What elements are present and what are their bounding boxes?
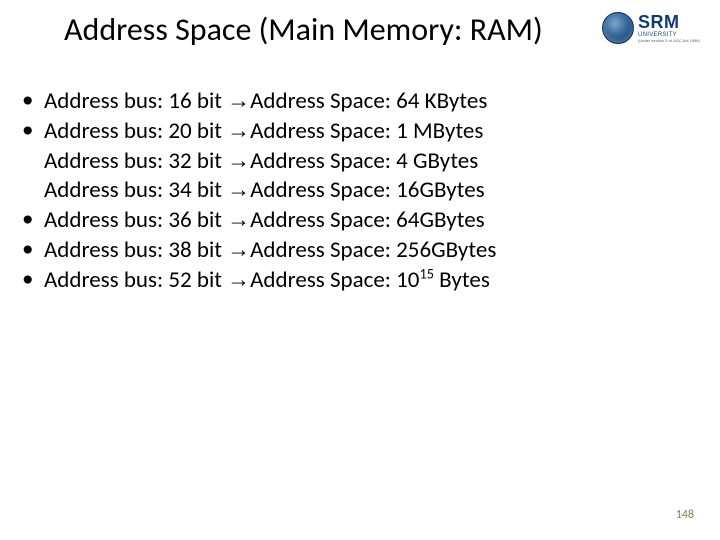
item-prefix: Address bus: 16 bit: [44, 87, 227, 115]
item-suffix: Address Space: 64GBytes: [250, 206, 485, 234]
item-prefix: Address bus: 20 bit: [44, 117, 227, 145]
arrow-icon: →: [227, 236, 250, 262]
item-prefix: Address bus: 32 bit: [44, 147, 227, 175]
university-logo: SRM UNIVERSITY (Under section 3 of UGC A…: [602, 6, 702, 50]
list-item-text: Address bus: 20 bit →Address Space: 1 MB…: [44, 117, 483, 145]
list-item-text: Address bus: 52 bit →Address Space: 1015…: [44, 266, 490, 294]
slide-body: Address bus: 16 bit →Address Space: 64 K…: [20, 86, 690, 294]
list-item-text: Address bus: 16 bit →Address Space: 64 K…: [44, 87, 487, 115]
arrow-icon: →: [227, 206, 250, 232]
logo-text-group: SRM UNIVERSITY (Under section 3 of UGC A…: [638, 13, 700, 43]
item-prefix: Address bus: 36 bit: [44, 206, 227, 234]
item-suffix: Address Space: 256GBytes: [250, 236, 496, 264]
slide: Address Space (Main Memory: RAM) SRM UNI…: [0, 0, 720, 540]
arrow-icon: →: [227, 87, 250, 113]
item-prefix: Address bus: 34 bit: [44, 176, 227, 204]
item-prefix: Address bus: 38 bit: [44, 236, 227, 264]
arrow-icon: →: [227, 117, 250, 143]
list-item: Address bus: 34 bit →Address Space: 16GB…: [20, 175, 690, 205]
list-item: Address bus: 32 bit →Address Space: 4 GB…: [20, 146, 690, 176]
list-item: Address bus: 36 bit →Address Space: 64GB…: [20, 205, 690, 235]
item-suffix: Address Space: 64 KBytes: [250, 87, 487, 115]
item-suffix: Address Space: 1 MBytes: [250, 117, 483, 145]
arrow-icon: →: [227, 147, 250, 173]
page-number: 148: [676, 508, 694, 522]
arrow-icon: →: [227, 176, 250, 202]
item-suffix: Address Space: 4 GBytes: [250, 147, 478, 175]
slide-title: Address Space (Main Memory: RAM): [64, 10, 543, 49]
item-suffix: Address Space: 16GBytes: [250, 176, 485, 204]
logo-seal-icon: [602, 12, 634, 44]
list-item-text: Address bus: 32 bit →Address Space: 4 GB…: [44, 147, 478, 175]
list-item: Address bus: 52 bit →Address Space: 1015…: [20, 265, 690, 295]
arrow-icon: →: [227, 266, 250, 292]
list-item: Address bus: 20 bit →Address Space: 1 MB…: [20, 116, 690, 146]
bullet-list: Address bus: 16 bit →Address Space: 64 K…: [20, 86, 690, 294]
list-item: Address bus: 38 bit →Address Space: 256G…: [20, 235, 690, 265]
logo-text: SRM: [638, 13, 700, 31]
list-item-text: Address bus: 36 bit →Address Space: 64GB…: [44, 206, 485, 234]
list-item: Address bus: 16 bit →Address Space: 64 K…: [20, 86, 690, 116]
item-prefix: Address bus: 52 bit: [44, 266, 227, 294]
item-suffix: Address Space: 1015 Bytes: [250, 266, 490, 294]
logo-tagline: (Under section 3 of UGC Act 1956): [638, 39, 700, 43]
list-item-text: Address bus: 38 bit →Address Space: 256G…: [44, 236, 496, 264]
list-item-text: Address bus: 34 bit →Address Space: 16GB…: [44, 176, 485, 204]
